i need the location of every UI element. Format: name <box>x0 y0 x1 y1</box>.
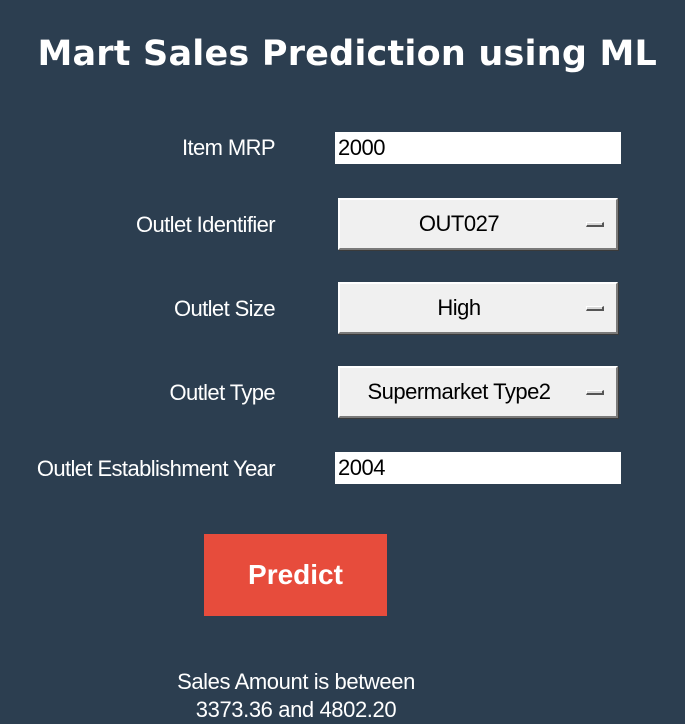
prediction-result: Sales Amount is between 3373.36 and 4802… <box>96 668 496 724</box>
predict-button[interactable]: Predict <box>204 534 387 616</box>
dropdown-indicator-icon <box>586 390 604 395</box>
outlet-type-dropdown[interactable]: Supermarket Type2 <box>338 366 618 418</box>
outlet-identifier-label: Outlet Identifier <box>136 212 276 237</box>
outlet-size-selected: High <box>437 295 481 320</box>
dropdown-indicator-icon <box>586 306 604 311</box>
result-line-2: 3373.36 and 4802.20 <box>195 697 397 722</box>
outlet-identifier-dropdown[interactable]: OUT027 <box>338 198 618 250</box>
page-title: Mart Sales Prediction using ML <box>37 34 657 74</box>
outlet-type-selected: Supermarket Type2 <box>367 379 551 404</box>
item-mrp-input[interactable] <box>335 132 621 164</box>
dropdown-indicator-icon <box>586 222 604 227</box>
result-line-1: Sales Amount is between <box>177 669 415 694</box>
establishment-year-label: Outlet Establishment Year <box>36 456 276 481</box>
item-mrp-label: Item MRP <box>182 135 276 160</box>
outlet-identifier-selected: OUT027 <box>418 211 500 236</box>
outlet-size-label: Outlet Size <box>173 296 276 321</box>
establishment-year-input[interactable] <box>335 452 621 484</box>
outlet-size-dropdown[interactable]: High <box>338 282 618 334</box>
outlet-type-label: Outlet Type <box>169 380 275 405</box>
